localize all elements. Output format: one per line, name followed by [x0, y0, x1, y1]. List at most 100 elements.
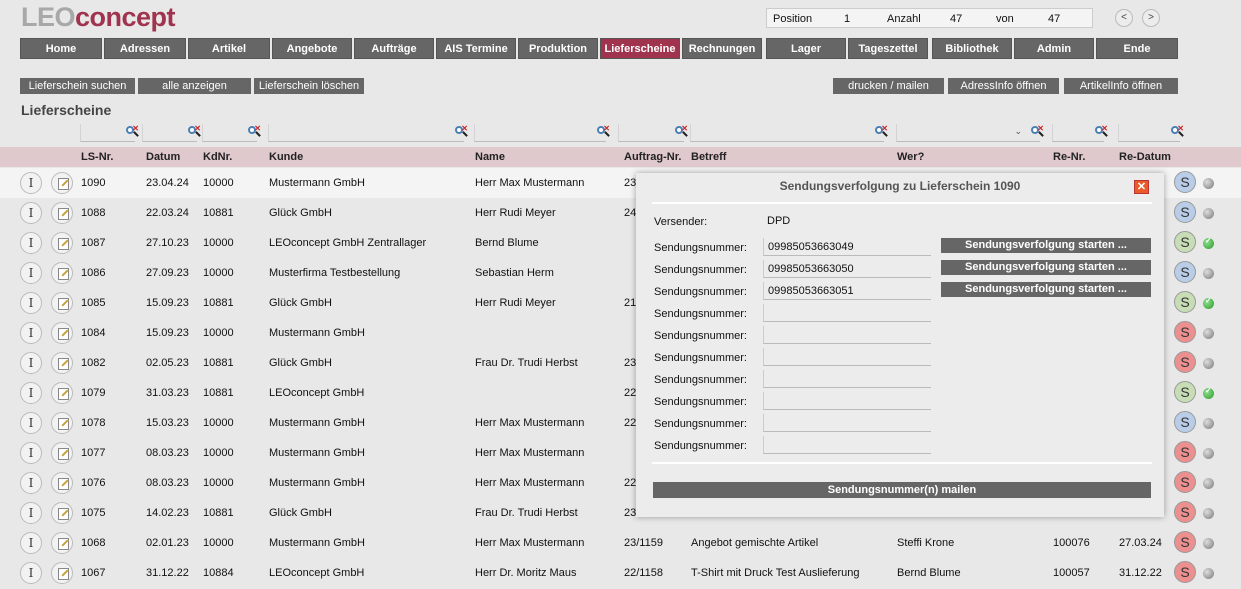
shipment-status-button[interactable]: S — [1174, 201, 1196, 223]
previous-record-button[interactable]: < — [1115, 9, 1133, 27]
filter-search-icon[interactable]: ✕ — [1094, 124, 1108, 139]
tracking-number-field[interactable] — [763, 414, 931, 432]
shipment-status-button[interactable]: S — [1174, 171, 1196, 193]
start-tracking-button[interactable]: Sendungsverfolgung starten ... — [941, 238, 1151, 253]
filter-search-icon[interactable]: ✕ — [454, 124, 468, 139]
close-icon[interactable]: ✕ — [1134, 180, 1149, 194]
filter-search-icon[interactable]: ✕ — [187, 124, 201, 139]
menu-item-bibliothek[interactable]: Bibliothek — [932, 38, 1012, 59]
column-header-re-datum[interactable]: Re-Datum — [1119, 151, 1171, 163]
table-row[interactable]: I 1082 02.05.23 10881 Glück GmbH Frau Dr. Tru… — [0, 348, 1241, 378]
tracking-number-field[interactable] — [763, 436, 931, 454]
filter-auftrag-nr[interactable]: ✕ — [618, 124, 688, 142]
menu-item-lager[interactable]: Lager — [766, 38, 846, 59]
edit-icon[interactable] — [51, 532, 73, 554]
filter-search-icon[interactable]: ✕ — [1170, 124, 1184, 139]
info-button[interactable]: I — [20, 262, 42, 284]
column-header-re-nr[interactable]: Re-Nr. — [1053, 151, 1086, 163]
edit-icon[interactable] — [51, 352, 73, 374]
column-header-auftrag-nr[interactable]: Auftrag-Nr. — [624, 151, 682, 163]
shipment-status-button[interactable]: S — [1174, 531, 1196, 553]
filter-kdnr[interactable]: ✕ — [202, 124, 261, 142]
delete-delivery-note-button[interactable]: Lieferschein löschen — [254, 78, 364, 94]
shipment-status-button[interactable]: S — [1174, 411, 1196, 433]
info-button[interactable]: I — [20, 412, 42, 434]
menu-item-ende[interactable]: Ende — [1096, 38, 1178, 59]
shipment-status-button[interactable]: S — [1174, 231, 1196, 253]
menu-item-lieferscheine[interactable]: Lieferscheine — [600, 38, 680, 59]
tracking-number-field[interactable] — [763, 326, 931, 344]
show-all-button[interactable]: alle anzeigen — [138, 78, 251, 94]
edit-icon[interactable] — [51, 262, 73, 284]
column-header-name[interactable]: Name — [475, 151, 505, 163]
shipment-status-button[interactable]: S — [1174, 291, 1196, 313]
menu-item-tageszettel[interactable]: Tageszettel — [848, 38, 928, 59]
tracking-number-field[interactable] — [763, 348, 931, 366]
filter-search-icon[interactable]: ✕ — [874, 124, 888, 139]
info-button[interactable]: I — [20, 532, 42, 554]
table-row[interactable]: I 1067 31.12.22 10884 LEOconcept GmbH Herr Dr… — [0, 558, 1241, 588]
info-button[interactable]: I — [20, 352, 42, 374]
tracking-number-field[interactable]: 09985053663050 — [763, 260, 931, 278]
shipment-status-button[interactable]: S — [1174, 321, 1196, 343]
filter-search-icon[interactable]: ✕ — [1030, 124, 1044, 139]
edit-icon[interactable] — [51, 172, 73, 194]
info-button[interactable]: I — [20, 232, 42, 254]
shipment-status-button[interactable]: S — [1174, 381, 1196, 403]
search-delivery-note-button[interactable]: Lieferschein suchen — [20, 78, 135, 94]
tracking-number-field[interactable] — [763, 370, 931, 388]
table-row[interactable]: I 1078 15.03.23 10000 Mustermann GmbH Herr Ma… — [0, 408, 1241, 438]
chevron-down-icon[interactable]: ⌄ — [1014, 126, 1022, 136]
table-row[interactable]: I 1088 22.03.24 10881 Glück GmbH Herr Rudi Me… — [0, 198, 1241, 228]
filter-ls-nr[interactable]: ✕ — [80, 124, 139, 142]
menu-item-home[interactable]: Home — [20, 38, 102, 59]
start-tracking-button[interactable]: Sendungsverfolgung starten ... — [941, 260, 1151, 275]
info-button[interactable]: I — [20, 382, 42, 404]
shipment-status-button[interactable]: S — [1174, 441, 1196, 463]
table-row[interactable]: I 1076 08.03.23 10000 Mustermann GmbH Herr Ma… — [0, 468, 1241, 498]
filter-name[interactable]: ✕ — [474, 124, 610, 142]
filter-betreff[interactable]: ✕ — [690, 124, 888, 142]
column-header-wer[interactable]: Wer? — [897, 151, 925, 163]
edit-icon[interactable] — [51, 202, 73, 224]
tracking-number-field[interactable]: 09985053663051 — [763, 282, 931, 300]
filter-re-nr[interactable]: ✕ — [1052, 124, 1108, 142]
start-tracking-button[interactable]: Sendungsverfolgung starten ... — [941, 282, 1151, 297]
info-button[interactable]: I — [20, 562, 42, 584]
tracking-number-field[interactable] — [763, 304, 931, 322]
menu-item-produktion[interactable]: Produktion — [518, 38, 598, 59]
info-button[interactable]: I — [20, 442, 42, 464]
filter-search-icon[interactable]: ✕ — [247, 124, 261, 139]
column-header-betreff[interactable]: Betreff — [691, 151, 727, 163]
edit-icon[interactable] — [51, 292, 73, 314]
info-button[interactable]: I — [20, 172, 42, 194]
info-button[interactable]: I — [20, 292, 42, 314]
edit-icon[interactable] — [51, 502, 73, 524]
address-info-button[interactable]: AdressInfo öffnen — [948, 78, 1059, 94]
filter-kunde[interactable]: ✕ — [268, 124, 468, 142]
edit-icon[interactable] — [51, 442, 73, 464]
edit-icon[interactable] — [51, 472, 73, 494]
edit-icon[interactable] — [51, 562, 73, 584]
table-row[interactable]: I 1085 15.09.23 10881 Glück GmbH Herr Rudi Me… — [0, 288, 1241, 318]
tracking-number-field[interactable] — [763, 392, 931, 410]
shipment-status-button[interactable]: S — [1174, 351, 1196, 373]
filter-re-datum[interactable]: ✕ — [1118, 124, 1184, 142]
shipment-status-button[interactable]: S — [1174, 261, 1196, 283]
edit-icon[interactable] — [51, 322, 73, 344]
info-button[interactable]: I — [20, 502, 42, 524]
filter-search-icon[interactable]: ✕ — [596, 124, 610, 139]
mail-tracking-numbers-button[interactable]: Sendungsnummer(n) mailen — [653, 482, 1151, 498]
next-record-button[interactable]: > — [1142, 9, 1160, 27]
edit-icon[interactable] — [51, 232, 73, 254]
tracking-number-field[interactable]: 09985053663049 — [763, 238, 931, 256]
menu-item-ais-termine[interactable]: AIS Termine — [436, 38, 516, 59]
info-button[interactable]: I — [20, 322, 42, 344]
column-header-kunde[interactable]: Kunde — [269, 151, 304, 163]
filter-search-icon[interactable]: ✕ — [674, 124, 688, 139]
menu-item-auftraege[interactable]: Aufträge — [354, 38, 434, 59]
edit-icon[interactable] — [51, 382, 73, 404]
filter-search-icon[interactable]: ✕ — [125, 124, 139, 139]
table-row[interactable]: I 1068 02.01.23 10000 Mustermann GmbH Herr Ma… — [0, 528, 1241, 558]
info-button[interactable]: I — [20, 472, 42, 494]
